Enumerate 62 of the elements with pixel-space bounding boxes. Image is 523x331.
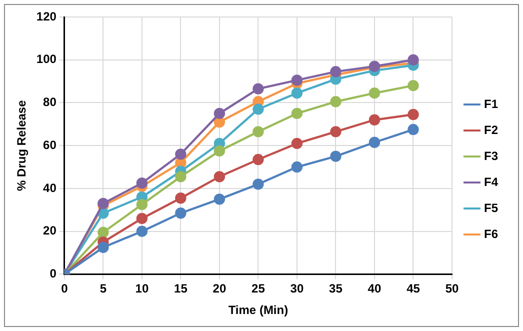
- legend-label: F6: [484, 226, 498, 241]
- x-tick-label: 30: [290, 282, 304, 296]
- point: [98, 198, 109, 210]
- point: [98, 226, 109, 238]
- point: [175, 148, 186, 160]
- point: [408, 124, 419, 136]
- point: [368, 136, 380, 148]
- x-tick-label: 45: [406, 282, 420, 296]
- legend-label: F3: [484, 148, 498, 163]
- y-tick-label: 100: [36, 52, 57, 66]
- point: [408, 54, 419, 66]
- point: [330, 126, 342, 138]
- legend-label: F1: [484, 96, 498, 111]
- point: [291, 74, 303, 86]
- y-tick-label: 20: [43, 224, 57, 238]
- y-tick-label: 80: [43, 95, 57, 110]
- point: [252, 83, 264, 94]
- x-tick-label: 5: [100, 282, 107, 296]
- point: [214, 171, 226, 182]
- point: [175, 171, 186, 182]
- point: [136, 198, 148, 210]
- point: [291, 161, 303, 173]
- x-tick-label: 25: [252, 282, 266, 296]
- y-tick-label: 120: [36, 9, 57, 24]
- x-tick-label: 15: [174, 282, 188, 296]
- legend-label: F4: [484, 174, 498, 189]
- point: [252, 154, 264, 166]
- y-tick-label: 60: [43, 138, 57, 152]
- point: [291, 108, 303, 120]
- point: [214, 108, 226, 120]
- point: [252, 126, 264, 138]
- x-tick-label: 40: [368, 282, 382, 296]
- x-tick-label: 20: [212, 282, 226, 296]
- point: [408, 108, 419, 120]
- point: [330, 150, 342, 162]
- point: [408, 80, 419, 92]
- point: [368, 87, 380, 99]
- point: [291, 138, 303, 150]
- point: [214, 145, 226, 157]
- y-axis-title: % Drug Release: [14, 100, 29, 191]
- point: [368, 114, 380, 126]
- point: [252, 178, 264, 190]
- legend-label: F5: [484, 200, 498, 215]
- point: [175, 192, 186, 204]
- y-tick-label: 0: [50, 266, 57, 281]
- x-tick-label: 10: [135, 282, 149, 296]
- point: [175, 208, 186, 219]
- point: [214, 194, 226, 205]
- point: [136, 226, 148, 237]
- x-tick-label: 0: [61, 282, 68, 296]
- point: [136, 178, 148, 189]
- x-tick-label: 35: [329, 282, 343, 296]
- point: [330, 66, 342, 78]
- x-tick-label: 50: [445, 282, 459, 296]
- point: [136, 212, 148, 224]
- x-axis-title: Time (Min): [228, 303, 288, 318]
- point: [330, 96, 342, 108]
- point: [291, 87, 303, 99]
- y-tick-label: 40: [43, 180, 57, 195]
- point: [252, 104, 264, 115]
- legend-label: F2: [484, 122, 498, 137]
- point: [98, 242, 109, 254]
